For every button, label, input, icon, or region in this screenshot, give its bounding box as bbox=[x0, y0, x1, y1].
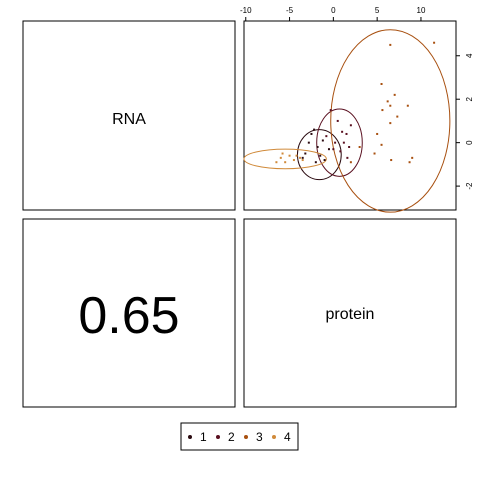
point-group-4 bbox=[275, 161, 278, 164]
point-group-3 bbox=[433, 41, 436, 44]
y-tick-label: 2 bbox=[465, 96, 474, 101]
point-group-4 bbox=[281, 152, 284, 155]
point-group-3 bbox=[376, 132, 379, 135]
point-group-1 bbox=[313, 128, 316, 131]
point-group-3 bbox=[349, 161, 352, 164]
point-group-1 bbox=[310, 132, 313, 135]
point-group-4 bbox=[301, 159, 304, 162]
point-group-3 bbox=[373, 152, 376, 155]
point-group-3 bbox=[380, 83, 383, 85]
point-group-2 bbox=[339, 150, 342, 153]
y-tick-label: 0 bbox=[465, 140, 474, 145]
point-group-1 bbox=[327, 148, 330, 151]
legend-box bbox=[180, 422, 299, 451]
point-group-1 bbox=[307, 141, 310, 144]
point-group-2 bbox=[332, 148, 335, 151]
point-group-3 bbox=[390, 159, 393, 162]
ellipse-group-1 bbox=[296, 129, 342, 181]
point-group-3 bbox=[389, 43, 392, 46]
ellipse-group-3 bbox=[330, 29, 451, 213]
panel-correlation bbox=[22, 218, 236, 408]
legend-marker-1 bbox=[188, 435, 192, 439]
x-tick-label: -5 bbox=[286, 6, 294, 15]
correlation-value: 0.65 bbox=[78, 287, 179, 345]
point-group-2 bbox=[345, 132, 348, 135]
point-group-2 bbox=[325, 135, 328, 138]
x-tick-label: 10 bbox=[417, 6, 426, 15]
legend: 1 2 3 4 bbox=[188, 430, 291, 444]
point-group-4 bbox=[279, 156, 282, 159]
confidence-ellipses bbox=[243, 29, 451, 213]
legend-marker-3 bbox=[244, 435, 248, 439]
point-group-4 bbox=[288, 154, 291, 157]
point-group-3 bbox=[393, 93, 396, 96]
point-group-3 bbox=[386, 100, 389, 103]
panel-scatter bbox=[243, 20, 457, 211]
point-group-4 bbox=[299, 156, 302, 159]
y-tick-label: 4 bbox=[465, 53, 474, 58]
x-tick-label: 5 bbox=[375, 6, 380, 15]
y-tick-label: -2 bbox=[465, 182, 474, 190]
point-group-3 bbox=[411, 156, 414, 159]
point-group-2 bbox=[329, 109, 332, 112]
ellipse-group-2 bbox=[316, 108, 363, 177]
legend-label-1: 1 bbox=[200, 430, 207, 444]
point-group-3 bbox=[406, 104, 409, 107]
panel-rna-label bbox=[22, 20, 236, 211]
point-group-2 bbox=[346, 156, 349, 159]
point-group-4 bbox=[292, 159, 295, 162]
legend-marker-2 bbox=[216, 435, 220, 439]
point-group-1 bbox=[301, 156, 304, 159]
y-axis-right: -2 0 2 4 bbox=[456, 53, 474, 190]
point-group-2 bbox=[341, 130, 344, 133]
panel-protein-label bbox=[243, 218, 457, 408]
legend-marker-4 bbox=[272, 435, 276, 439]
point-group-2 bbox=[348, 146, 351, 148]
point-group-1 bbox=[304, 152, 307, 155]
variable-label-protein: protein bbox=[326, 306, 375, 323]
point-group-3 bbox=[389, 122, 392, 125]
point-group-1 bbox=[316, 146, 319, 148]
point-group-1 bbox=[321, 139, 324, 142]
point-group-4 bbox=[284, 161, 287, 164]
point-group-3 bbox=[381, 109, 384, 112]
point-group-3 bbox=[396, 115, 399, 118]
point-group-3 bbox=[380, 143, 383, 146]
variable-label-rna: RNA bbox=[112, 111, 146, 128]
point-group-2 bbox=[336, 119, 339, 122]
x-axis-top: -10 -5 0 5 10 bbox=[240, 6, 426, 21]
point-group-3 bbox=[358, 146, 361, 148]
point-group-3 bbox=[389, 104, 392, 107]
legend-label-2: 2 bbox=[228, 430, 235, 444]
scatter-points bbox=[275, 41, 436, 164]
x-tick-label: 0 bbox=[331, 6, 336, 15]
point-group-2 bbox=[342, 141, 345, 144]
x-tick-label: -10 bbox=[240, 6, 252, 15]
point-group-4 bbox=[295, 154, 298, 157]
point-group-2 bbox=[349, 124, 352, 127]
ellipse-group-4 bbox=[243, 148, 327, 170]
point-group-1 bbox=[323, 159, 326, 162]
legend-label-4: 4 bbox=[284, 430, 291, 444]
legend-label-3: 3 bbox=[256, 430, 263, 444]
point-group-2 bbox=[334, 141, 337, 144]
point-group-1 bbox=[314, 161, 317, 164]
point-group-3 bbox=[408, 161, 411, 164]
point-group-1 bbox=[319, 154, 322, 157]
